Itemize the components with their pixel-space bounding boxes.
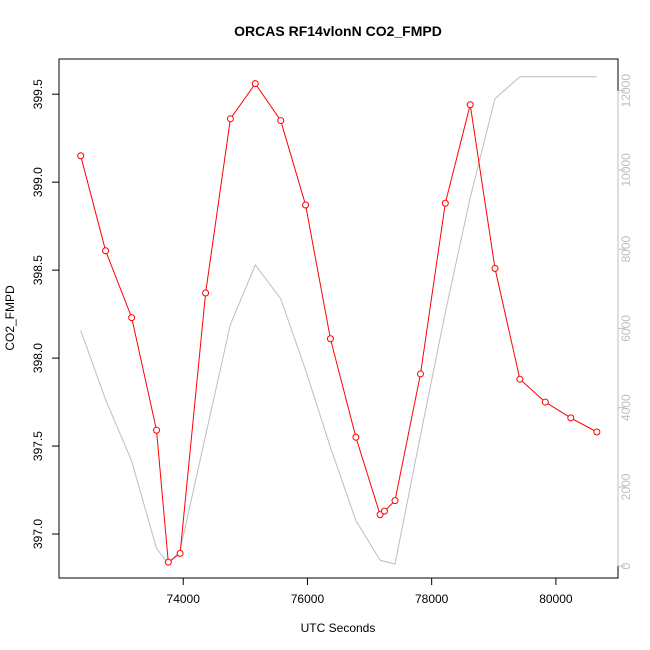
y2-tick-label: 8000 <box>619 235 633 262</box>
co2-data-point <box>491 264 499 272</box>
co2-data-point <box>326 335 334 343</box>
x-axis-label: UTC Seconds <box>301 621 376 635</box>
y2-tick-label: 10000 <box>619 153 633 187</box>
y-tick-label: 398.0 <box>31 343 45 373</box>
secondary-series-line <box>80 76 597 565</box>
y-tick-label: 398.5 <box>31 255 45 285</box>
co2-data-point <box>416 370 424 378</box>
y2-tick-label: 6000 <box>619 315 633 342</box>
y-axis-label: CO2_FMPD <box>3 285 17 351</box>
co2-data-point <box>380 507 388 515</box>
chart-title: ORCAS RF14vlonN CO2_FMPD <box>234 23 442 39</box>
x-tick-label: 74000 <box>167 592 201 606</box>
co2-data-point <box>466 101 474 109</box>
co2-data-point <box>102 247 110 255</box>
x-tick-label: 76000 <box>291 592 325 606</box>
co2-data-point <box>302 201 310 209</box>
co2-data-point <box>176 549 184 557</box>
co2-data-point <box>202 289 210 297</box>
y2-tick-label: 0 <box>619 562 633 569</box>
co2-data-point <box>226 115 234 123</box>
y2-tick-label: 4000 <box>619 394 633 421</box>
y-tick-label: 399.5 <box>31 79 45 109</box>
co2-data-point <box>593 428 601 436</box>
right-axis: 0 2000 4000 6000 8000 10000 12000 <box>617 74 633 569</box>
y-tick-label: 399.0 <box>31 167 45 197</box>
left-axis: 397.0 397.5 398.0 398.5 399.0 399.5 <box>31 79 60 549</box>
y-tick-label: 397.5 <box>31 431 45 461</box>
y-tick-label: 397.0 <box>31 519 45 549</box>
co2-data-point <box>567 414 575 422</box>
series-layer <box>77 76 601 566</box>
co2-series-line <box>80 82 598 564</box>
y2-tick-label: 2000 <box>619 473 633 500</box>
co2-data-point <box>277 117 285 125</box>
y2-tick-label: 12000 <box>619 74 633 108</box>
co2-data-point <box>441 199 449 207</box>
x-tick-label: 78000 <box>415 592 449 606</box>
co2-data-point <box>77 152 85 160</box>
x-tick-label: 80000 <box>539 592 573 606</box>
co2-data-point <box>128 314 136 322</box>
co2-data-point <box>516 375 524 383</box>
co2-data-point <box>251 80 259 88</box>
co2-data-point <box>541 398 549 406</box>
co2-data-point <box>153 426 161 434</box>
bottom-axis: 74000 76000 78000 80000 <box>167 577 573 606</box>
co2-data-point <box>164 558 172 566</box>
co2-data-point <box>391 497 399 505</box>
co2-data-point <box>352 433 360 441</box>
